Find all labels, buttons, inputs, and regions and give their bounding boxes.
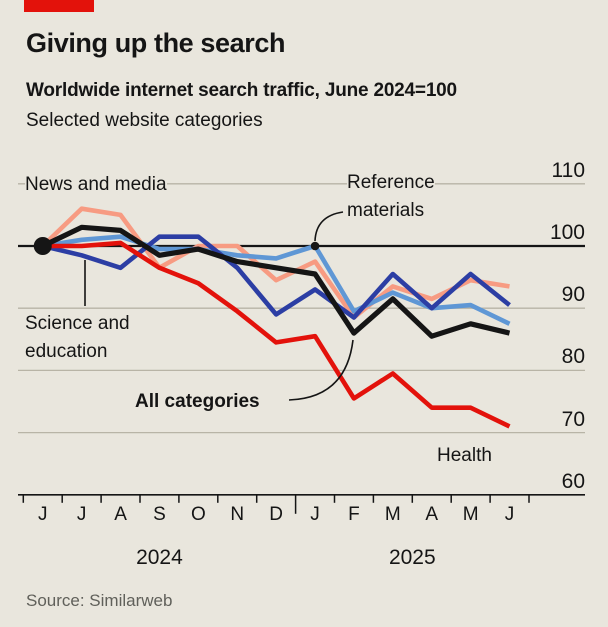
month-label-4: O <box>190 504 206 525</box>
chart-description: Selected website categories <box>26 110 263 131</box>
all-categories-leader-line <box>288 339 354 401</box>
month-label-6: D <box>269 504 283 525</box>
month-label-10: A <box>425 504 439 525</box>
month-label-9: M <box>384 504 401 525</box>
annotation-health: Health <box>437 445 492 466</box>
reference-leader-dot <box>310 241 320 251</box>
month-label-11: M <box>462 504 479 525</box>
year-label-2024: 2024 <box>136 546 183 569</box>
annotation-science-line1: Science and <box>25 313 130 334</box>
annotation-all-categories: All categories <box>135 388 260 416</box>
page-title: Giving up the search <box>26 28 286 58</box>
month-label-8: F <box>348 504 360 525</box>
month-label-0: J <box>38 504 48 525</box>
annotation-reference-line1: Reference <box>347 172 435 193</box>
month-label-3: S <box>153 504 166 525</box>
annotation-science-and-education: Science and education <box>25 310 130 366</box>
annotation-reference-line2: materials <box>347 200 425 221</box>
year-label-2025: 2025 <box>388 546 436 569</box>
annotation-science-line2: education <box>25 341 108 362</box>
reference-leader-line <box>314 211 344 242</box>
annotation-news-and-media: News and media <box>25 171 167 199</box>
month-label-7: J <box>310 504 320 525</box>
economist-red-tab <box>24 0 94 12</box>
series-line-health <box>42 240 511 429</box>
chart-subtitle: Worldwide internet search traffic, June … <box>26 80 457 101</box>
y-axis-label-70: 70 <box>561 407 585 431</box>
source-note: Source: Similarweb <box>26 591 173 610</box>
series-line-news-and-media <box>41 206 510 320</box>
y-axis-label-90: 90 <box>561 283 585 307</box>
y-axis-label-100: 100 <box>549 221 585 244</box>
y-axis-label-110: 110 <box>551 158 585 182</box>
month-label-2: A <box>114 504 127 525</box>
annotation-reference-materials: Reference materials <box>347 169 435 225</box>
start-dot-june-2024 <box>33 237 52 255</box>
month-label-5: N <box>230 504 245 525</box>
series-line-science-and-education <box>42 234 511 320</box>
month-label-1: J <box>76 504 87 525</box>
y-axis-label-80: 80 <box>561 345 585 369</box>
y-axis-label-60: 60 <box>561 469 585 493</box>
month-label-12: J <box>504 504 515 525</box>
series-line-all-categories <box>41 224 511 339</box>
